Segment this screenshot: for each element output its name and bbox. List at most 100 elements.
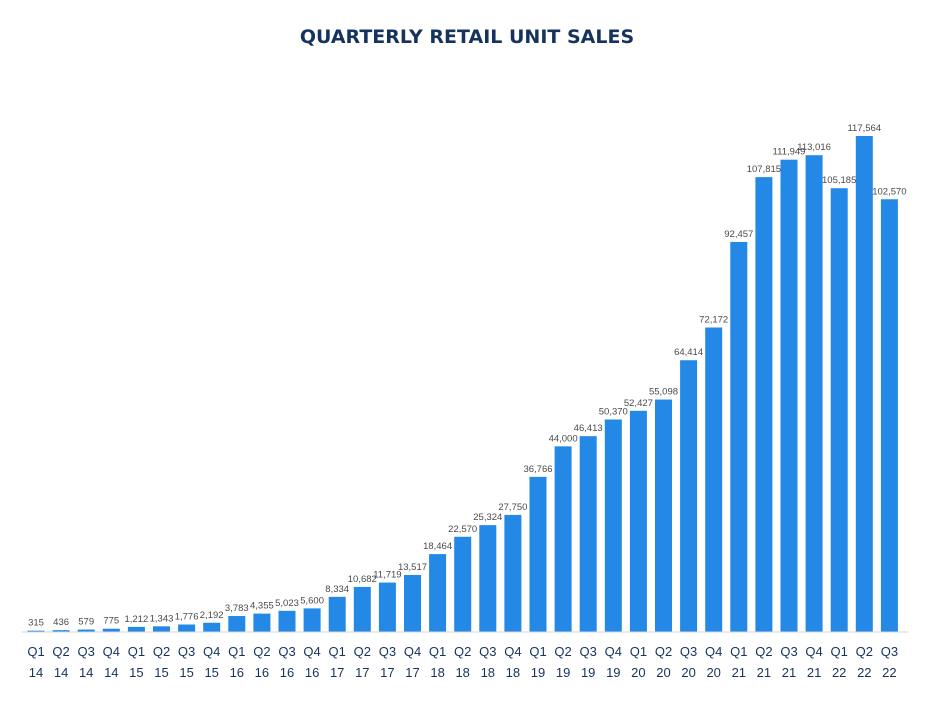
bar-q3-21 [780,159,798,632]
x-tick-label-quarter: Q3 [780,644,797,659]
data-label: 11,719 [373,570,401,581]
x-tick-label-quarter: Q4 [705,644,722,659]
data-label: 3,783 [225,603,249,614]
bar-q3-19 [579,436,597,632]
x-tick-label-quarter: Q3 [680,644,697,659]
bar-q3-15 [178,624,196,632]
x-tick-label-quarter: Q4 [203,644,220,659]
data-label: 5,600 [300,595,324,606]
data-label: 55,098 [649,387,678,398]
data-label: 111,949 [773,147,806,158]
x-tick-label-quarter: Q1 [329,644,346,659]
x-tick-label-quarter: Q1 [831,644,848,659]
x-tick-label-year: 22 [832,665,846,680]
x-tick-label-quarter: Q1 [128,644,145,659]
data-label: 25,324 [473,512,502,523]
x-tick-label-quarter: Q4 [303,644,320,659]
x-tick-label-year: 14 [79,665,93,680]
bar-q4-19 [604,419,622,632]
bar-q2-21 [755,177,773,632]
x-tick-label-year: 20 [656,665,670,680]
bar-q3-17 [378,582,396,632]
x-tick-label-quarter: Q2 [755,644,772,659]
bar-q1-14 [27,630,45,632]
x-tick-label-year: 14 [29,665,43,680]
x-tick-label-year: 16 [305,665,319,680]
bar-q1-22 [830,188,848,632]
x-tick-label-year: 22 [882,665,896,680]
bar-q2-18 [454,536,472,632]
bar-q2-22 [855,136,873,632]
bar-q1-15 [127,626,145,632]
bar-q1-17 [328,596,346,632]
bar-q1-18 [429,554,447,632]
data-label: 1,343 [150,613,174,624]
bar-q4-15 [203,622,221,632]
data-label: 5,023 [275,598,299,609]
data-label: 4,355 [250,601,274,612]
bar-q4-21 [805,155,823,632]
bar-q2-15 [153,626,170,632]
x-tick-label-year: 15 [154,665,168,680]
bar-q3-22 [880,199,898,632]
x-tick-label-year: 17 [355,665,369,680]
x-tick-label-year: 14 [104,665,118,680]
x-tick-label-quarter: Q1 [630,644,647,659]
x-tick-label-year: 15 [179,665,193,680]
x-tick-label-quarter: Q2 [856,644,873,659]
data-label: 579 [78,617,94,628]
x-tick-label-year: 17 [405,665,419,680]
data-label: 13,517 [398,562,427,573]
chart-title: QUARTERLY RETAIL UNIT SALES [300,26,634,48]
x-tick-label-year: 15 [129,665,143,680]
x-tick-label-quarter: Q1 [27,644,44,659]
data-label: 92,457 [724,229,753,240]
bar-q4-17 [404,574,421,632]
data-label: 18,464 [423,541,452,552]
x-tick-label-year: 21 [807,665,821,680]
x-tick-label-quarter: Q3 [278,644,295,659]
data-label: 775 [103,616,119,627]
x-tick-label-year: 19 [606,665,620,680]
data-label: 27,750 [498,502,527,513]
data-label: 107,815 [747,164,781,175]
data-label: 1,212 [125,614,149,625]
x-tick-label-quarter: Q2 [554,644,571,659]
x-tick-labels-group: Q1 14 Q2 14 Q3 14 Q4 14 Q1 15 Q2 15 Q3 15 Q4 15 Q1 16 Q2 16… [27,644,898,680]
x-tick-label-year: 18 [455,665,469,680]
bar-q2-14 [52,630,70,632]
x-tick-label-quarter: Q3 [580,644,597,659]
x-tick-label-quarter: Q2 [354,644,371,659]
data-label: 72,172 [699,315,728,326]
x-tick-label-year: 21 [757,665,771,680]
bar-q2-19 [554,446,572,632]
x-tick-label-year: 16 [255,665,269,680]
data-label: 2,192 [200,610,224,621]
x-tick-label-year: 21 [782,665,796,680]
x-tick-label-quarter: Q1 [429,644,446,659]
bar-q1-16 [228,616,246,632]
bar-q4-18 [504,514,522,632]
x-tick-label-year: 17 [330,665,344,680]
data-label: 64,414 [674,347,703,358]
bar-q3-18 [479,525,497,632]
bar-q3-20 [680,360,698,632]
x-tick-label-year: 19 [556,665,570,680]
bar-q1-19 [529,476,547,632]
x-tick-label-year: 16 [280,665,294,680]
x-tick-label-quarter: Q3 [881,644,898,659]
bar-q4-16 [303,608,321,632]
bars-group [27,136,898,633]
x-tick-label-quarter: Q1 [730,644,747,659]
data-label: 36,766 [523,464,552,475]
x-tick-label-year: 18 [506,665,520,680]
data-label: 50,370 [599,406,628,417]
x-tick-label-year: 18 [481,665,495,680]
x-tick-label-quarter: Q2 [655,644,672,659]
bar-q2-17 [353,586,371,632]
bar-q3-16 [278,610,296,632]
bar-q4-14 [102,628,120,632]
x-tick-label-year: 20 [631,665,645,680]
